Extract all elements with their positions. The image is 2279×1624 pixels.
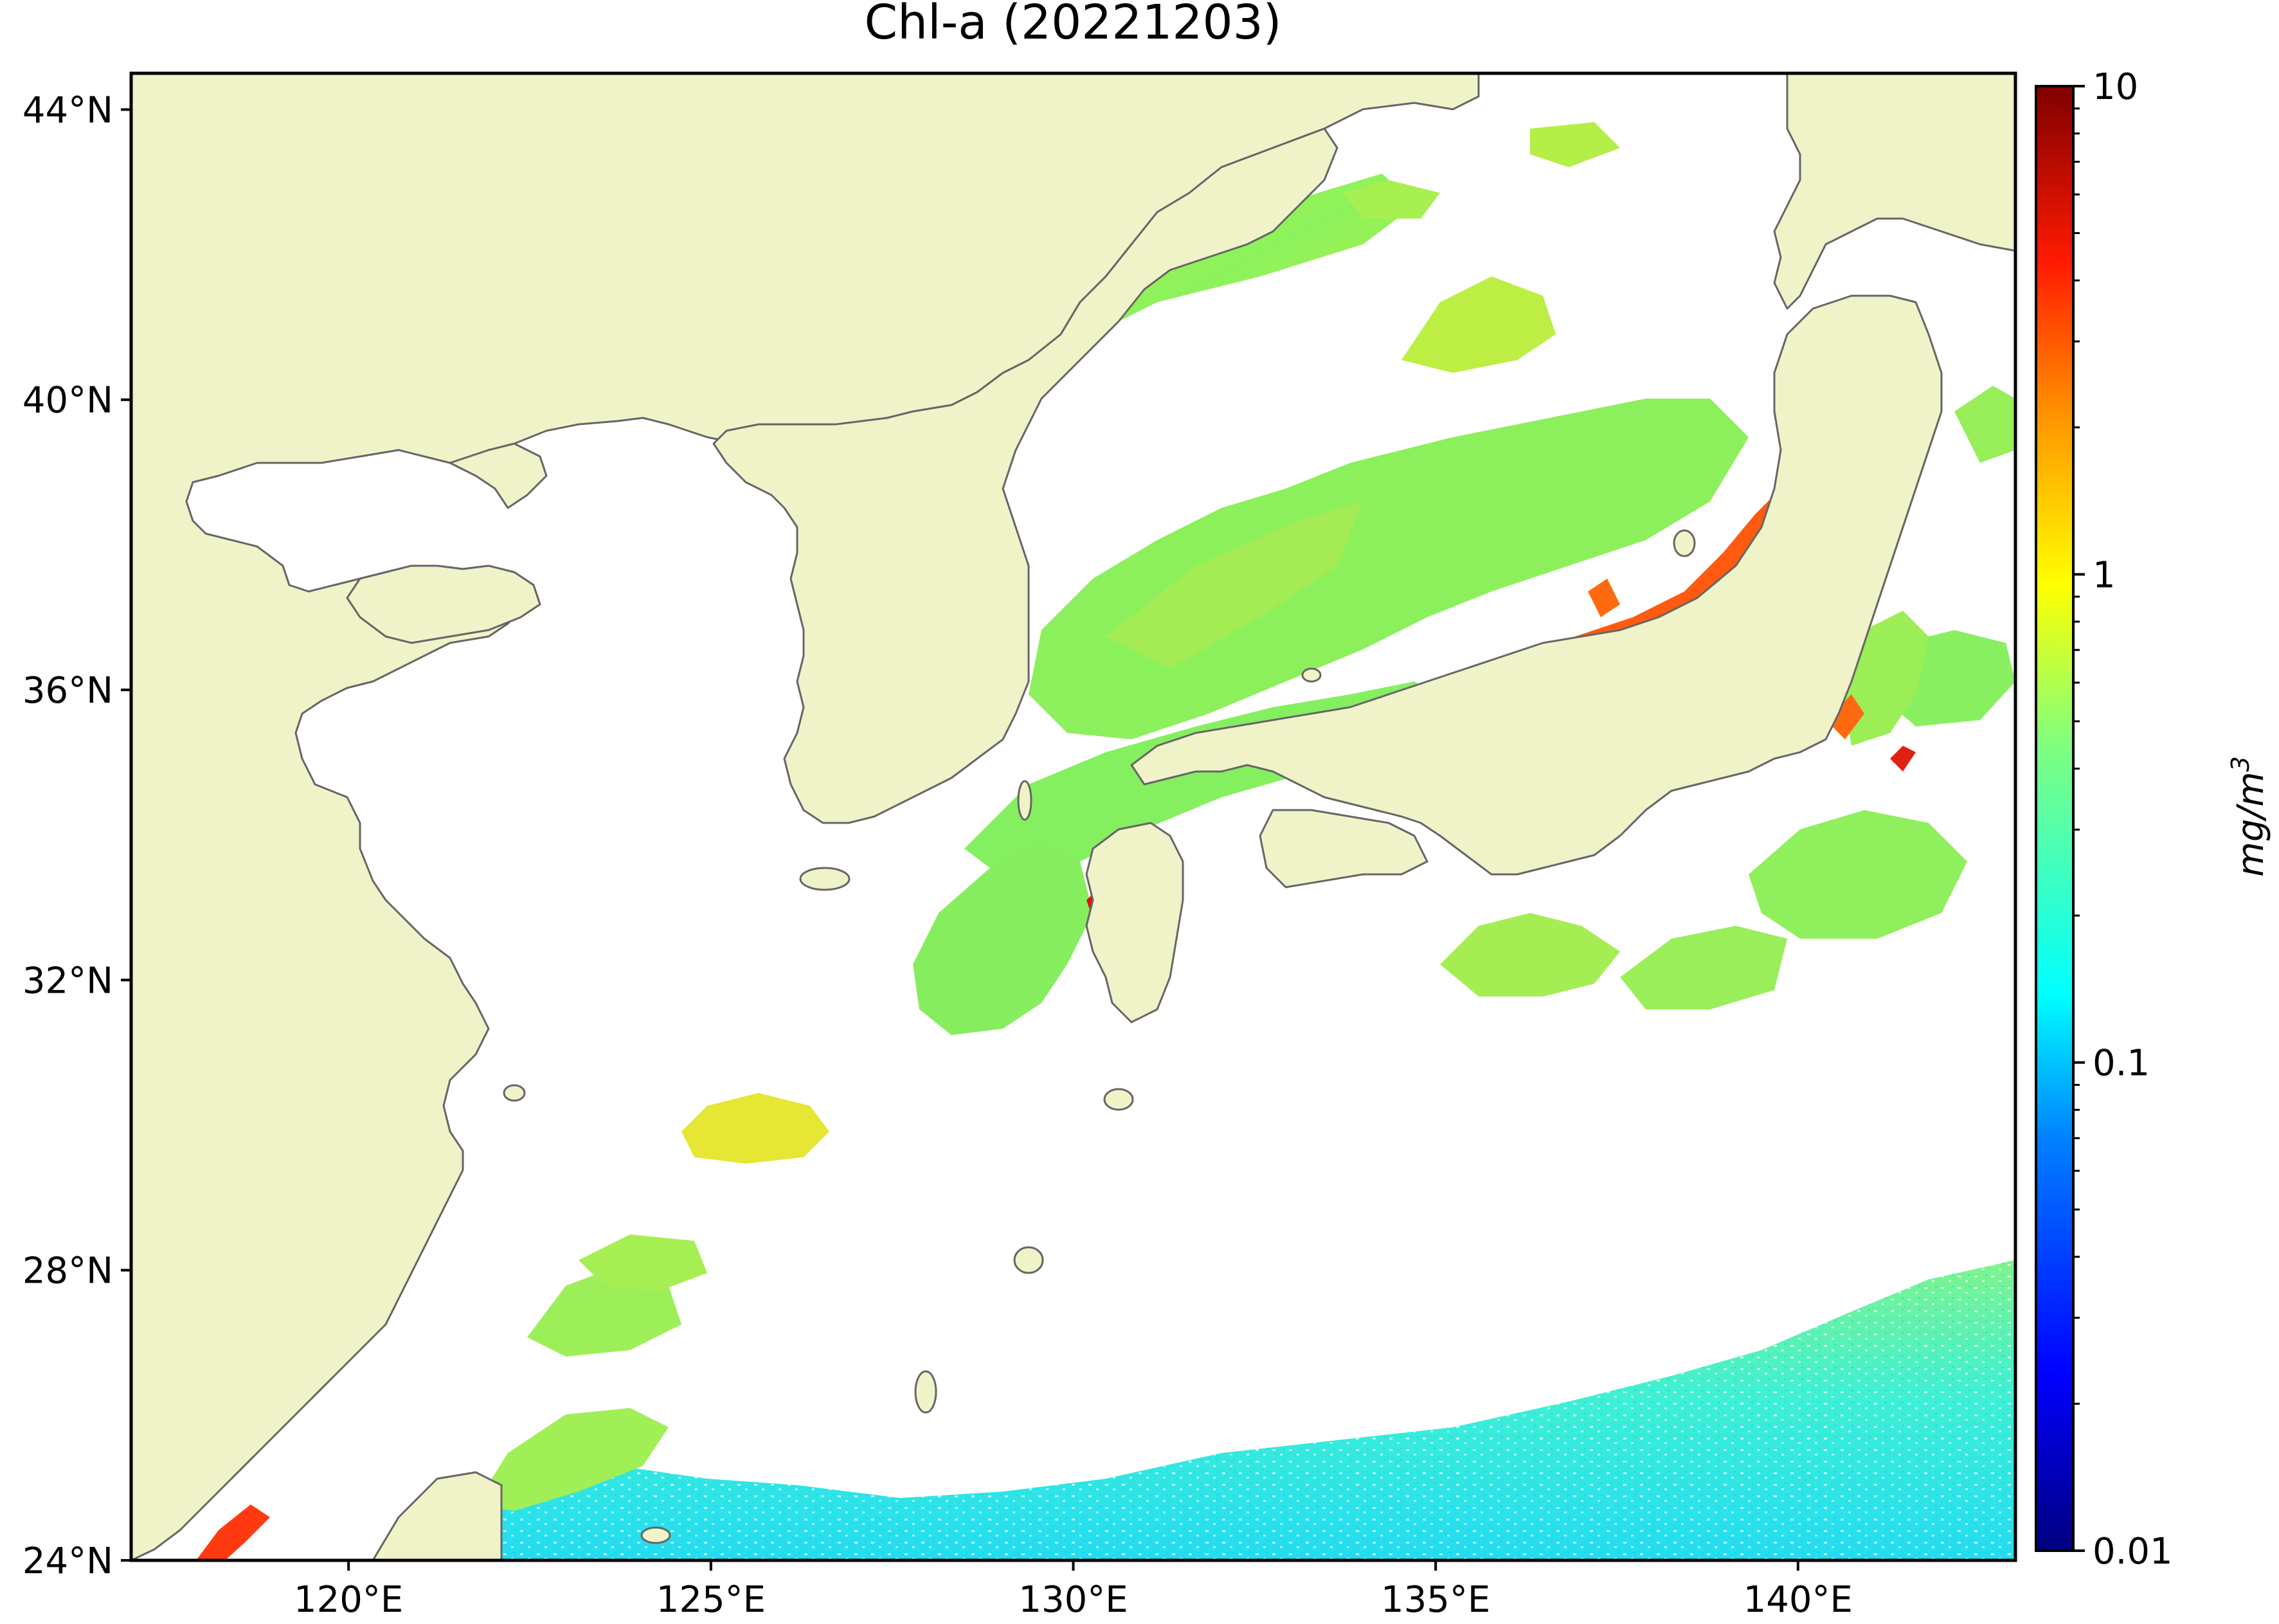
chl-patch-pacific-japan-south (1440, 913, 1620, 997)
land-tsushima-island (1017, 780, 1032, 821)
chl-coastal-bloom-sanriku (1890, 746, 1916, 771)
colorbar-tick-label: 0.1 (2093, 1043, 2150, 1085)
chl-patch-east-sea-top-right (1530, 122, 1620, 167)
latitude-axis: 44°N 40°N 36°N 32°N 28°N 24°N (23, 89, 131, 1582)
chlorophyll-layer (196, 122, 2015, 1560)
lat-tick-label: 40°N (23, 380, 113, 422)
land-amami-island (1013, 1246, 1044, 1274)
chl-patch-east-china-sea-mid (579, 1234, 707, 1292)
lon-tick-label: 120°E (294, 1579, 403, 1621)
chl-patch-taiwan-north (476, 1408, 669, 1511)
chl-coastal-bloom-kanto (1826, 694, 1864, 739)
chl-patch-pacific-east (1749, 810, 1967, 939)
lat-tick-label: 24°N (23, 1540, 113, 1582)
map-panel (131, 73, 2015, 1560)
lat-tick-label: 44°N (23, 89, 113, 131)
land-korea (712, 127, 1338, 824)
land-shandong (346, 564, 541, 644)
colorbar-tick-label: 1 (2093, 554, 2116, 596)
chl-patch-east-sea-top (1344, 180, 1440, 219)
lat-tick-label: 32°N (23, 960, 113, 1002)
colorbar-unit-label: mg/m3 (2226, 756, 2272, 877)
colorbar: 10 1 0.1 0.01 mg/m3 (2035, 66, 2272, 1573)
chl-patch-east-sea-north (1003, 174, 1414, 386)
chl-patch-pacific-mid (1620, 926, 1787, 1009)
land-oki-island (1301, 667, 1322, 683)
chl-coastal-bloom-toyama (1588, 579, 1620, 617)
chl-patch-east-china-sea-ne (913, 842, 1093, 1035)
lon-tick-label: 135°E (1381, 1579, 1490, 1621)
land-liaodong (449, 442, 548, 509)
chl-patch-hokkaido-south (1954, 386, 2015, 463)
land-zhoushan-island (503, 1084, 526, 1102)
colorbar-tick-label: 10 (2093, 66, 2138, 108)
chl-patch-east-sea-central (1029, 399, 1749, 739)
land-jeju-island (799, 867, 851, 891)
land-hokkaido (1773, 73, 2015, 310)
lon-tick-label: 130°E (1018, 1579, 1128, 1621)
chl-patch-pacific-south-texture (489, 1260, 2015, 1560)
lon-tick-label: 140°E (1743, 1579, 1853, 1621)
chl-patch-east-sea-central-light (1106, 501, 1363, 669)
colorbar-gradient (2035, 85, 2075, 1552)
colorbar-tick-label: 0.01 (2093, 1531, 2173, 1573)
colorbar-ticks: 10 1 0.1 0.01 (2073, 66, 2173, 1573)
chl-patch-east-sea-ne (1401, 276, 1556, 373)
longitude-axis: 120°E 125°E 130°E 135°E 140°E (294, 1560, 1853, 1621)
chl-patch-zhoushan-yellow (681, 1093, 829, 1164)
land-miyako-island (640, 1526, 671, 1544)
land-honshu (1130, 294, 1943, 876)
land-okinawa-island (914, 1370, 937, 1414)
land-taiwan (372, 1471, 503, 1560)
land-sado-island (1673, 529, 1696, 557)
land-layer (131, 73, 2015, 1560)
chl-coastal-bloom-fujian (196, 1504, 270, 1560)
lat-tick-label: 28°N (23, 1250, 113, 1292)
land-kyushu (1085, 822, 1184, 1024)
lat-tick-label: 36°N (23, 670, 113, 712)
map-title: Chl-a (20221203) (864, 0, 1281, 50)
land-shikoku (1259, 809, 1428, 889)
land-yakushima-island (1103, 1088, 1134, 1111)
lon-tick-label: 125°E (656, 1579, 766, 1621)
